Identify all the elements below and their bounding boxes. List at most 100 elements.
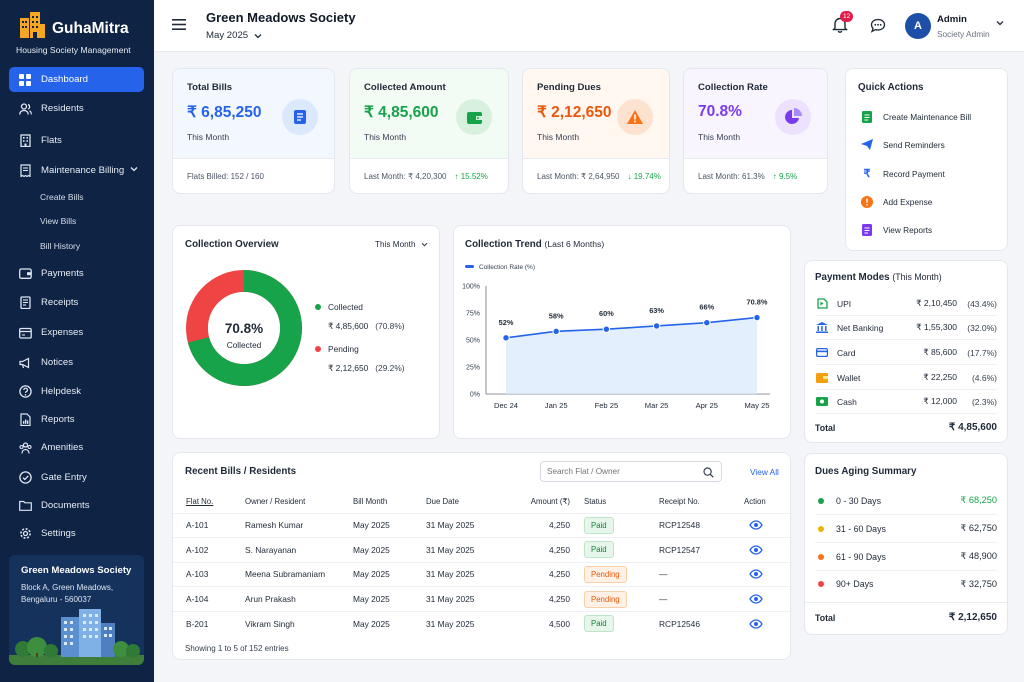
sidebar-item-settings[interactable]: Settings — [9, 521, 144, 546]
data-label: 66% — [699, 303, 714, 312]
dues-aging-total-amount: ₹ 2,12,650 — [948, 612, 997, 623]
sidebar-item-residents[interactable]: Residents — [9, 96, 144, 121]
document-icon — [18, 499, 32, 513]
document-icon — [282, 99, 318, 135]
sidebar-item-dashboard[interactable]: Dashboard — [9, 67, 144, 92]
sidebar-item-label: Helpdesk — [41, 386, 81, 397]
sidebar-item-label: Documents — [41, 500, 90, 511]
avatar[interactable]: A — [905, 13, 931, 39]
data-label: 58% — [549, 311, 564, 320]
sidebar-item-maintenance-billing[interactable]: Maintenance Billing — [9, 158, 144, 183]
dues-aging-label: 0 - 30 Days — [836, 495, 881, 506]
sidebar-item-gate-entry[interactable]: Gate Entry — [9, 465, 144, 490]
view-all-link[interactable]: View All — [750, 467, 779, 477]
search-input[interactable] — [547, 464, 697, 479]
column-header: Owner / Resident — [245, 497, 306, 507]
chevron-down-icon[interactable] — [996, 20, 1004, 26]
x-tick-label: Jan 25 — [545, 401, 568, 410]
chevron-down-icon[interactable] — [130, 166, 138, 172]
payment-mode-label: Wallet — [837, 372, 861, 383]
eye-icon[interactable] — [749, 619, 763, 629]
table-row[interactable]: A-101 Ramesh Kumar May 2025 31 May 2025 4,25… — [173, 512, 792, 538]
sidebar-subitem-bill-history[interactable]: Bill History — [40, 241, 81, 251]
quick-actions-card: Quick Actions Create Maintenance Bill Se… — [845, 68, 1008, 251]
eye-icon[interactable] — [749, 594, 763, 604]
kpi-card-collection-rate[interactable]: Collection Rate 70.8% This Month Last Mo… — [683, 68, 828, 194]
legend-pct: (70.8%) — [375, 321, 405, 331]
chat-icon[interactable] — [870, 18, 886, 33]
eye-icon[interactable] — [749, 520, 763, 530]
cell-action — [744, 561, 792, 587]
recent-bills-card: Recent Bills / Residents View All Flat N… — [172, 452, 792, 660]
quick-action-send-reminders[interactable]: Send Reminders — [860, 139, 945, 150]
divider — [805, 602, 1007, 603]
table-row[interactable]: B-201 Vikram Singh May 2025 31 May 2025 4,50… — [173, 610, 792, 636]
kpi-card-total-bills[interactable]: Total Bills ₹ 6,85,250 This Month Flats … — [172, 68, 335, 194]
collection-trend-chart: Collection Rate (%) 0% 25% 50% 75% 100% Dec 24… — [462, 264, 770, 410]
column-header[interactable]: Flat No. — [186, 497, 214, 507]
table-row[interactable]: A-104 Arun Prakash May 2025 31 May 2025 4,25… — [173, 586, 792, 612]
dues-aging-label: 31 - 60 Days — [836, 523, 886, 534]
amenities-icon — [18, 441, 32, 455]
menu-icon[interactable] — [172, 19, 186, 30]
building-icon — [18, 134, 32, 148]
table-row[interactable]: A-102 S. Narayanan May 2025 31 May 2025 4,25… — [173, 537, 792, 563]
sidebar-item-helpdesk[interactable]: Helpdesk — [9, 379, 144, 404]
quick-action-add-expense[interactable]: Add Expense — [860, 196, 932, 208]
sidebar-item-label: Gate Entry — [41, 472, 87, 483]
sidebar-item-amenities[interactable]: Amenities — [9, 435, 144, 460]
kpi-card-pending-dues[interactable]: Pending Dues ₹ 2,12,650 This Month Last … — [522, 68, 670, 194]
payment-mode-pct: (43.4%) — [967, 298, 997, 309]
legend-pct: (29.2%) — [375, 363, 405, 373]
cell-due-date: 31 May 2025 — [426, 610, 510, 636]
recent-bills-title: Recent Bills / Residents — [185, 466, 297, 477]
quick-action-create-bill[interactable]: Create Maintenance Bill — [860, 111, 971, 123]
eye-icon[interactable] — [749, 569, 763, 580]
dues-aging-row: 31 - 60 Days ₹ 62,750 — [815, 515, 997, 543]
payment-mode-amount: ₹ 85,600 — [923, 347, 957, 357]
cell-due-date: 31 May 2025 — [426, 537, 510, 563]
wallet-icon — [456, 99, 492, 135]
eye-icon[interactable] — [749, 545, 763, 555]
quick-action-record-payment[interactable]: ₹ Record Payment — [860, 167, 945, 180]
sidebar-item-notices[interactable]: Notices — [9, 350, 144, 375]
sidebar-item-expenses[interactable]: Expenses — [9, 320, 144, 345]
column-header: Status — [584, 497, 607, 507]
status-badge: Paid — [584, 615, 614, 633]
search-box[interactable] — [540, 461, 722, 482]
report-icon — [18, 413, 32, 427]
table-row[interactable]: A-103 Meena Subramaniam May 2025 31 May 202… — [173, 561, 792, 587]
society-title: Green Meadows Society — [206, 10, 356, 25]
sidebar-item-reports[interactable]: Reports — [9, 407, 144, 432]
sidebar-item-receipts[interactable]: Receipts — [9, 290, 144, 315]
cell-status: Paid — [584, 610, 659, 636]
cell-receipt: — — [659, 586, 744, 612]
dues-aging-row: 90+ Days ₹ 32,750 — [815, 570, 997, 598]
y-tick-label: 75% — [466, 311, 480, 318]
cell-owner: Meena Subramaniam — [245, 561, 353, 587]
quick-action-view-reports[interactable]: View Reports — [860, 224, 932, 236]
dues-aging-amount: ₹ 68,250 — [960, 495, 998, 505]
notifications-button[interactable]: 12 — [832, 11, 854, 34]
legend-collected: Collected ₹ 4,85,600 (70.8%) — [315, 302, 405, 331]
status-dot — [818, 497, 824, 504]
cell-bill-month: May 2025 — [353, 537, 426, 563]
quick-action-label: Record Payment — [883, 168, 945, 179]
sidebar-item-documents[interactable]: Documents — [9, 493, 144, 518]
chevron-down-icon — [421, 242, 427, 247]
kpi-card-collected-amount[interactable]: Collected Amount ₹ 4,85,600 This Month L… — [349, 68, 509, 194]
quick-action-label: Add Expense — [883, 197, 933, 207]
sidebar-subitem-view-bills[interactable]: View Bills — [40, 216, 77, 226]
y-tick-label: 50% — [466, 338, 480, 345]
sidebar-subitem-create-bills[interactable]: Create Bills — [40, 192, 84, 202]
warning-icon — [617, 99, 653, 135]
sidebar-item-payments[interactable]: Payments — [9, 261, 144, 286]
notice-icon — [18, 356, 32, 370]
search-icon[interactable] — [703, 467, 714, 478]
sidebar-item-flats[interactable]: Flats — [9, 128, 144, 153]
month-selector[interactable]: May 2025 — [206, 30, 262, 41]
society-illustration — [9, 609, 144, 665]
user-role: Society Admin — [937, 29, 990, 39]
help-icon — [18, 385, 32, 399]
period-dropdown[interactable]: This Month — [375, 240, 428, 249]
